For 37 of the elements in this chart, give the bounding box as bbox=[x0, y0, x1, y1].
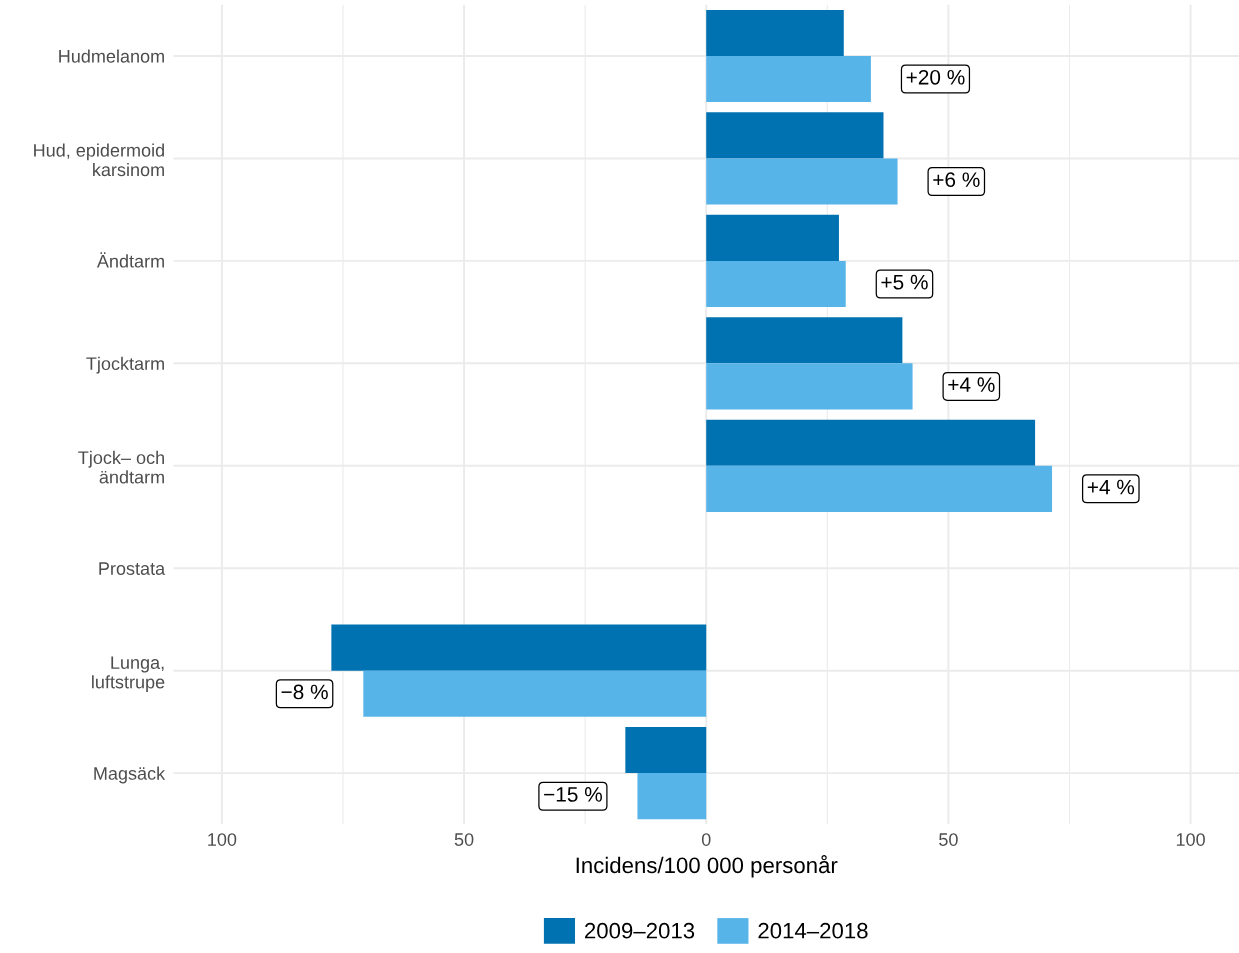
annotation: +6 % bbox=[933, 172, 980, 188]
y-tick-label: Prostata bbox=[99, 562, 166, 575]
y-tick-label: Hudmelanom bbox=[59, 49, 164, 63]
x-axis-title: Incidens/100 000 personår bbox=[576, 855, 838, 878]
bar bbox=[331, 624, 707, 671]
bar bbox=[706, 158, 898, 205]
y-tick-label: Magsäck bbox=[94, 766, 166, 784]
annotation: −8 % bbox=[281, 684, 328, 700]
bar bbox=[706, 214, 839, 261]
bar bbox=[706, 465, 1053, 512]
y-tick-label: Tjock– och ändtarm bbox=[78, 450, 164, 484]
bar bbox=[706, 260, 846, 307]
legend-label: 2009–2013 bbox=[585, 922, 695, 939]
annotation: +5 % bbox=[881, 274, 928, 290]
bar bbox=[625, 727, 707, 774]
annotation: +4 % bbox=[1087, 479, 1135, 495]
x-tick-label: 50 bbox=[454, 833, 474, 846]
y-tick-label: Ändtarm bbox=[96, 252, 164, 268]
y-tick-label: Tjocktarm bbox=[86, 356, 164, 374]
y-tick-label: Hud, epidermoid karsinom bbox=[34, 143, 164, 177]
bar bbox=[363, 670, 707, 717]
annotation: +4 % bbox=[948, 377, 995, 392]
bar bbox=[706, 317, 903, 364]
bar bbox=[706, 363, 913, 410]
x-tick-label: 100 bbox=[1176, 833, 1205, 846]
bar bbox=[637, 773, 707, 820]
annotation: −15 % bbox=[544, 787, 602, 802]
annotation: +20 % bbox=[906, 69, 965, 85]
x-tick-label: 0 bbox=[701, 833, 711, 846]
bar bbox=[706, 419, 1036, 466]
bar bbox=[706, 112, 884, 159]
x-tick-label: 100 bbox=[208, 833, 237, 846]
legend-label: 2014–2018 bbox=[758, 922, 868, 939]
bar bbox=[706, 9, 844, 56]
y-tick-label: Lunga, luftstrupe bbox=[92, 656, 165, 692]
bar bbox=[706, 55, 871, 103]
x-tick-label: 50 bbox=[939, 833, 958, 846]
